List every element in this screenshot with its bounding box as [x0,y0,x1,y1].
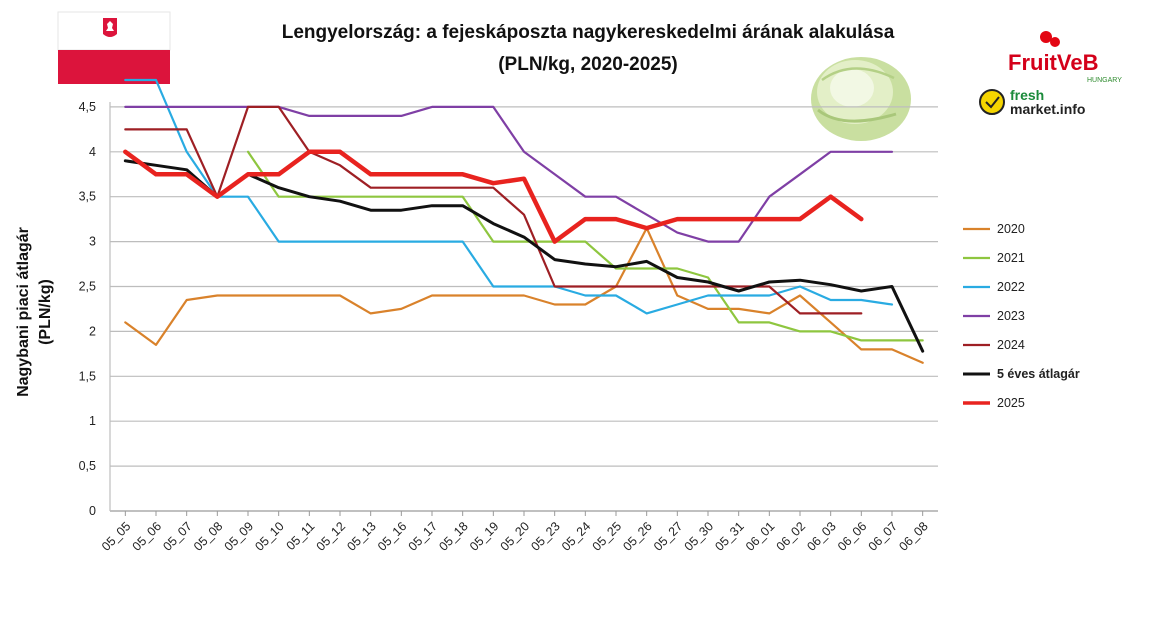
x-tick-label: 05_06 [130,519,165,554]
y-tick-label: 1 [89,414,96,428]
series-line-2022 [124,78,894,315]
y-tick-label: 4,5 [79,100,96,114]
y-axis-label: Nagybani piaci átlagár (PLN/kg) [15,227,54,397]
y-axis-label-line2: (PLN/kg) [37,279,54,345]
y-tick-label: 0,5 [79,459,96,473]
y-tick-label: 2,5 [79,280,96,294]
legend-entry: 2023 [997,309,1025,323]
y-tick-label: 0 [89,504,96,518]
x-tick-label: 05_13 [344,519,379,554]
x-tick-label: 06_08 [896,519,931,554]
y-axis-label-line1: Nagybani piaci átlagár [15,227,32,397]
poland-flag [57,11,171,84]
x-tick-label: 06_06 [835,519,870,554]
eagle-emblem-icon [103,18,117,37]
series-line-2025 [123,149,864,244]
series-line-2024 [124,105,863,315]
x-tick-label: 05_27 [651,519,686,554]
legend-entry: 2021 [997,251,1025,265]
x-tick-label: 05_25 [590,519,625,554]
fruitveb-logo-sub: HUNGARY [1087,77,1122,84]
chart-subtitle: (PLN/kg, 2020-2025) [498,54,678,75]
x-tick-label: 05_17 [406,519,441,554]
x-tick-label: 05_10 [252,519,287,554]
x-tick-label: 05_12 [314,519,349,554]
y-tick-label: 2 [89,324,96,338]
x-tick-label: 05_23 [528,519,563,554]
x-tick-label: 05_19 [467,519,502,554]
x-tick-label: 05_20 [498,519,533,554]
x-tick-label: 05_16 [375,519,410,554]
y-ticks: 0 0,5 1 1,5 2 2,5 3 3,5 4 4,5 [79,100,96,518]
x-tick-label: 05_09 [222,519,257,554]
x-tick-label: 06_07 [866,519,901,554]
freshmarket-logo: fresh market.info [979,87,1085,117]
x-tick-label: 06_01 [743,519,778,554]
y-tick-label: 3 [89,235,96,249]
y-tick-label: 3,5 [79,190,96,204]
fruitveb-logo-text: FruitVeB [1008,50,1098,75]
series-line-2020 [124,227,924,364]
legend-entry: 5 éves átlagár [997,367,1080,381]
legend-entry: 2020 [997,222,1025,236]
x-tick-label: 05_05 [99,519,134,554]
x-tick-label: 05_11 [284,519,318,553]
series-lines [123,78,925,364]
x-tick-label: 05_31 [712,519,747,554]
x-ticks: 05_0505_0605_0705_0805_0905_1005_1105_12… [99,511,931,554]
x-tick-label: 05_24 [559,519,594,554]
x-tick-label: 05_07 [160,519,195,554]
freshmarket-logo-line2: market.info [1010,101,1085,117]
legend-entry: 2024 [997,338,1025,352]
freshmarket-logo-line1: fresh [1010,87,1044,103]
x-tick-label: 05_18 [436,519,471,554]
x-tick-label: 06_02 [774,519,809,554]
series-line-5-ves-tlag-r [123,159,925,353]
legend-entry: 2022 [997,280,1025,294]
x-tick-label: 05_30 [682,519,717,554]
y-tick-label: 1,5 [79,369,96,383]
legend-entry: 2025 [997,396,1025,410]
y-tick-label: 4 [89,145,96,159]
x-tick-label: 06_03 [804,519,839,554]
cabbage-image [811,57,911,141]
x-tick-label: 05_26 [620,519,655,554]
series-line-2021 [246,150,924,342]
chart-title: Lengyelország: a fejeskáposzta nagykeres… [282,22,895,43]
fruitveb-logo: FruitVeB HUNGARY [1008,31,1122,84]
x-tick-label: 05_08 [191,519,226,554]
legend: 2020 2021 2022 2023 2024 5 éves átlagár 2025 [963,222,1080,410]
